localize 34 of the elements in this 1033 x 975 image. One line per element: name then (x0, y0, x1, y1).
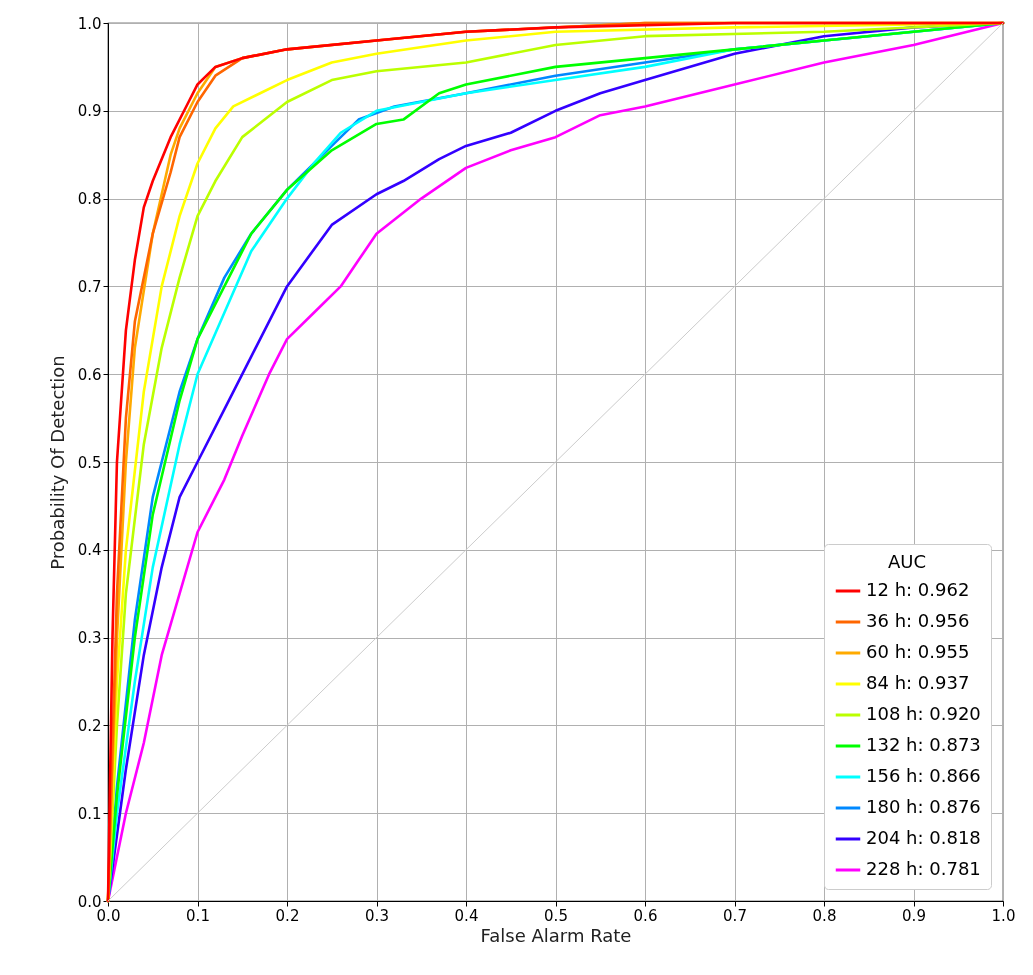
x-tick-label: 0.3 (365, 906, 389, 925)
x-tick-label: 1.0 (991, 906, 1016, 925)
y-axis-title: Probability Of Detection (46, 355, 68, 570)
x-tick-label: 0.0 (96, 906, 121, 925)
y-tick-label: 0.9 (77, 102, 102, 121)
y-tick-label: 0.4 (77, 541, 102, 560)
y-tick-label: 0.7 (77, 277, 102, 296)
legend-label: 84 h: 0.937 (866, 672, 970, 693)
legend-label: 156 h: 0.866 (866, 765, 981, 786)
legend-label: 132 h: 0.873 (866, 734, 981, 755)
x-tick-label: 0.5 (544, 906, 568, 925)
x-tick-label: 0.4 (454, 906, 479, 925)
x-tick-label: 0.9 (902, 906, 926, 925)
legend-title: AUC (887, 551, 927, 572)
y-tick-label: 0.6 (77, 365, 102, 384)
x-tick-label: 0.8 (812, 906, 837, 925)
legend-label: 60 h: 0.955 (866, 641, 970, 662)
legend-label: 180 h: 0.876 (866, 796, 981, 817)
legend-label: 108 h: 0.920 (866, 703, 981, 724)
legend-label: 204 h: 0.818 (866, 827, 981, 848)
y-tick-label: 0.2 (77, 716, 102, 735)
x-tick-label: 0.6 (633, 906, 658, 925)
y-tick-label: 1.0 (77, 14, 102, 33)
y-tick-label: 0.5 (77, 453, 102, 472)
y-tick-label: 0.3 (77, 629, 102, 648)
x-tick-label: 0.1 (186, 906, 210, 925)
y-tick-label: 0.1 (77, 804, 102, 823)
legend-label: 36 h: 0.956 (866, 610, 970, 631)
x-tick-label: 0.7 (723, 906, 747, 925)
x-tick-label: 0.2 (275, 906, 300, 925)
legend-label: 228 h: 0.781 (866, 858, 981, 879)
legend-label: 12 h: 0.962 (866, 579, 970, 600)
x-axis-title: False Alarm Rate (480, 924, 632, 946)
y-tick-label: 0.8 (77, 190, 102, 209)
